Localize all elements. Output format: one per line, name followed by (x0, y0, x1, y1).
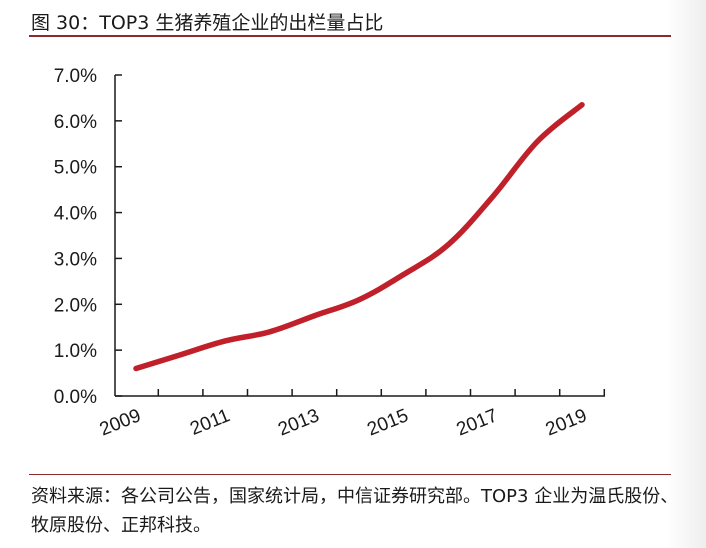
x-tick-label: 2011 (187, 405, 233, 440)
y-tick-label: 3.0% (54, 249, 97, 270)
data-point (357, 297, 362, 302)
source-rule (29, 474, 671, 475)
data-point (267, 329, 272, 334)
x-tick-label: 2013 (275, 405, 322, 440)
figure-title: 图 30：TOP3 生猪养殖企业的出栏量占比 (31, 12, 384, 34)
x-tick-label: 2017 (454, 405, 501, 440)
series-layer (133, 102, 585, 372)
x-tick-label: 2019 (543, 405, 590, 440)
y-tick-label: 2.0% (54, 295, 97, 316)
data-point (134, 366, 139, 371)
y-tick-label: 0.0% (54, 387, 97, 408)
y-tick-label: 1.0% (54, 341, 97, 362)
data-point (223, 338, 228, 343)
data-point (580, 102, 585, 107)
x-tick-label: 2015 (364, 405, 411, 440)
page-edge-shadow (666, 0, 706, 548)
y-axis-ticks: 0.0% 1.0% 2.0% 3.0% 4.0% 5.0% 6.0% 7.0% (54, 66, 122, 408)
data-point (178, 352, 183, 357)
title-rule (29, 35, 671, 37)
data-point (446, 242, 451, 247)
y-tick-label: 6.0% (54, 112, 97, 133)
y-tick-label: 5.0% (54, 158, 97, 179)
data-point (312, 313, 317, 318)
y-tick-label: 7.0% (54, 66, 97, 87)
chart-axes (114, 75, 605, 397)
series-line (133, 102, 585, 372)
y-tick-label: 4.0% (54, 204, 97, 225)
data-point (535, 139, 540, 144)
data-point (490, 194, 495, 199)
source-note: 资料来源：各公司公告，国家统计局，中信证券研究部。TOP3 企业为温氏股份、牧原… (31, 486, 679, 536)
data-point (401, 272, 406, 277)
x-tick-label: 2009 (97, 405, 144, 440)
